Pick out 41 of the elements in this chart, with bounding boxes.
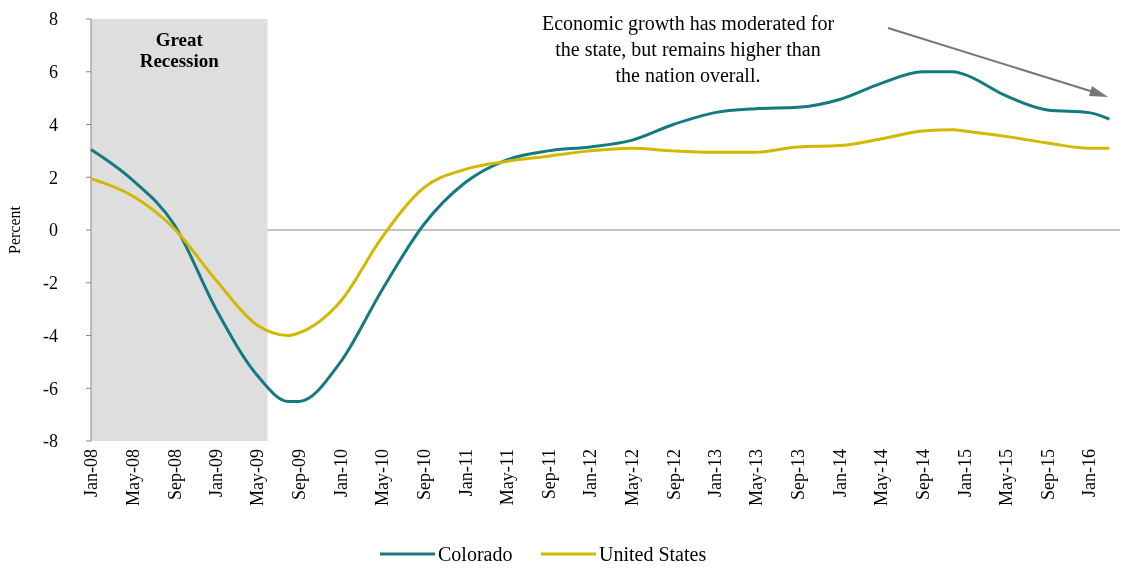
y-tick-label: 4 xyxy=(49,114,58,135)
line-series xyxy=(89,128,1111,337)
x-tick-label: May-14 xyxy=(870,449,891,506)
legend-label: Colorado xyxy=(438,543,513,565)
x-tick-label: Jan-09 xyxy=(206,449,227,497)
x-tick-label: Sep-15 xyxy=(1037,449,1058,500)
x-tick-label: Jan-14 xyxy=(829,449,850,497)
x-tick-label: Sep-12 xyxy=(663,449,684,500)
annotation: Economic growth has moderated for the state, but remains higher than the nation overall. xyxy=(541,12,835,86)
x-tick-label: Jan-08 xyxy=(81,449,102,497)
x-tick-label: May-12 xyxy=(621,449,642,506)
line-series xyxy=(89,70,1111,403)
x-tick-label: Jan-13 xyxy=(705,449,726,497)
x-tick-label: Jan-15 xyxy=(954,449,975,497)
x-tick-label: May-11 xyxy=(496,449,517,506)
y-tick-label: 0 xyxy=(49,220,58,241)
y-tick-label: -4 xyxy=(43,325,58,346)
y-tick-label: -8 xyxy=(43,431,58,452)
x-tick-label: May-10 xyxy=(371,449,392,506)
x-tick-label: Sep-10 xyxy=(413,449,434,500)
x-tick-label: Sep-09 xyxy=(289,449,310,500)
y-tick-label: 6 xyxy=(49,62,58,83)
y-tick-label: 2 xyxy=(49,167,58,188)
y-tick-label: -2 xyxy=(43,273,58,294)
x-tick-label: May-08 xyxy=(122,449,143,506)
x-tick-label: Jan-11 xyxy=(455,449,476,497)
y-axis-title: Percent xyxy=(6,205,23,254)
legend-label: United States xyxy=(599,543,707,565)
x-tick-label: Jan-12 xyxy=(580,449,601,497)
y-tick-label: 8 xyxy=(49,9,58,30)
x-tick-label: Sep-13 xyxy=(788,449,809,500)
x-tick-label: May-13 xyxy=(746,449,767,506)
x-tick-label: Sep-14 xyxy=(912,449,933,500)
x-tick-label: Sep-08 xyxy=(164,449,185,500)
x-tick-label: May-15 xyxy=(995,449,1016,506)
band-label: Great Recession xyxy=(139,29,220,71)
x-tick-label: Jan-16 xyxy=(1079,449,1100,497)
y-tick-label: -6 xyxy=(43,378,58,399)
x-tick-label: Jan-10 xyxy=(330,449,351,497)
x-tick-label: Sep-11 xyxy=(538,449,559,500)
x-tick-label: May-09 xyxy=(247,449,268,506)
